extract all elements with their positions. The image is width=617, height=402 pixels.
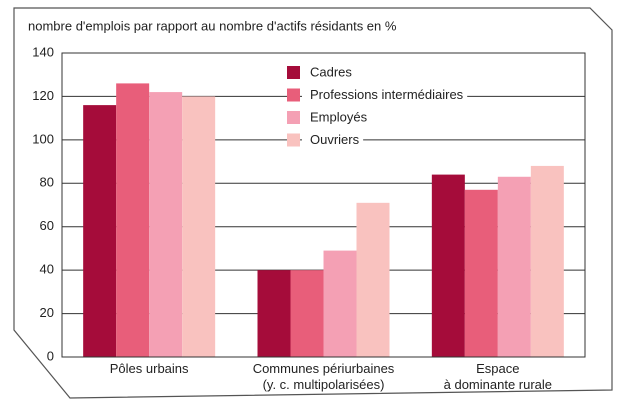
legend-bg [302,86,468,105]
bar [464,189,498,357]
y-tick-label: 140 [32,44,54,59]
y-tick-label: 100 [32,131,54,146]
legend-swatch [287,111,300,124]
bar [116,83,150,358]
x-tick-label: Pôles urbains [109,361,189,376]
x-tick-label: Communes périurbaines (y. c. multipolari… [252,361,395,392]
chart-title: nombre d'emplois par rapport au nombre d… [28,18,397,33]
legend-label: Ouvriers [310,132,360,147]
bar [83,105,117,357]
legend-bg [302,64,356,82]
bar [356,202,390,357]
legend-bg [302,131,364,150]
y-tick-label: 20 [40,305,54,320]
legend-swatch [287,66,300,79]
y-tick-label: 80 [40,175,54,190]
bar [323,250,357,357]
y-tick-label: 0 [47,348,54,363]
legend-label: Employés [310,109,368,124]
bar [497,176,531,357]
legend-bg [302,109,372,127]
frame [13,7,613,399]
bar [257,270,291,357]
x-tick-label: Espace à dominante rurale [443,361,553,392]
bar [431,174,465,357]
bar [530,165,564,357]
bar [290,270,324,357]
legend-label: Professions intermédiaires [310,87,464,102]
bar [182,96,216,357]
legend-label: Cadres [310,64,352,79]
legend-swatch [287,88,300,102]
y-tick-label: 120 [32,88,54,103]
bar [149,92,183,357]
y-tick-label: 40 [40,262,54,277]
legend-swatch [287,133,300,147]
y-tick-label: 60 [40,218,54,233]
